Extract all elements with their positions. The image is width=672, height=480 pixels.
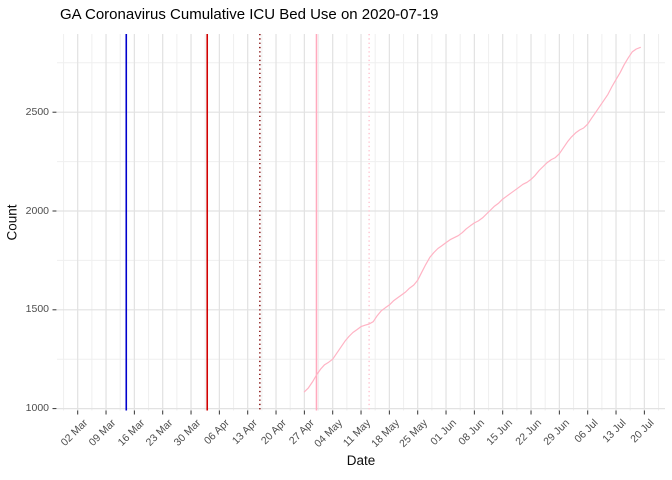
y-tick-label: 2500 [25,105,49,118]
series-line-cumulative-icu-bed-use [303,46,641,393]
x-axis-title: Date [346,453,376,468]
y-axis-title: Count [4,204,20,241]
y-tick-label: 1000 [25,402,49,415]
chart-title: GA Coronavirus Cumulative ICU Bed Use on… [60,6,439,23]
y-tick-label: 1500 [25,303,49,316]
y-tick-label: 2000 [25,204,49,217]
